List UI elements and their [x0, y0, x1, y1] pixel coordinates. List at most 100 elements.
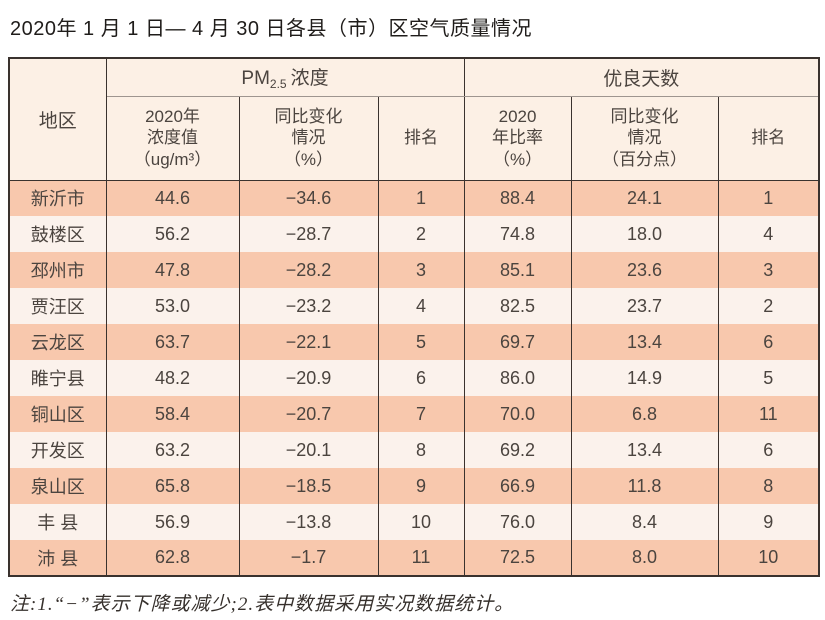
cell-region: 泉山区 — [8, 468, 107, 504]
footnote: 注:1.“−”表示下降或减少;2.表中数据采用实况数据统计。 — [10, 594, 515, 615]
cell-good-rate: 66.9 — [463, 468, 572, 504]
cell-pm-value: 44.6 — [105, 180, 240, 216]
cell-good-rank: 11 — [717, 396, 820, 432]
cell-region: 沛 县 — [8, 540, 107, 576]
cell-region: 开发区 — [8, 432, 107, 468]
cell-pm-value: 53.0 — [105, 288, 240, 324]
cell-pm-value: 63.2 — [105, 432, 240, 468]
header-group-good-days: 优良天数 — [463, 58, 820, 97]
cell-good-rate: 86.0 — [463, 360, 572, 396]
cell-pm-rank: 10 — [377, 504, 465, 540]
subheader-pm-rank: 排名 — [377, 96, 465, 180]
cell-good-rate: 69.7 — [463, 324, 572, 360]
cell-good-change: 13.4 — [570, 432, 719, 468]
cell-good-change: 13.4 — [570, 324, 719, 360]
cell-good-change: 11.8 — [570, 468, 719, 504]
cell-good-rate: 76.0 — [463, 504, 572, 540]
table-row: 邳州市 47.8 −28.2 3 85.1 23.6 3 — [8, 252, 820, 288]
cell-region: 新沂市 — [8, 180, 107, 216]
cell-good-rank: 1 — [717, 180, 820, 216]
cell-region: 铜山区 — [8, 396, 107, 432]
cell-region: 睢宁县 — [8, 360, 107, 396]
cell-good-change: 8.4 — [570, 504, 719, 540]
cell-pm-change: −28.7 — [238, 216, 379, 252]
table-row: 铜山区 58.4 −20.7 7 70.0 6.8 11 — [8, 396, 820, 432]
subheader-good-change: 同比变化 情况 （百分点） — [570, 96, 719, 180]
header-region: 地区 — [8, 58, 107, 180]
cell-region: 邳州市 — [8, 252, 107, 288]
cell-pm-value: 56.2 — [105, 216, 240, 252]
cell-pm-change: −1.7 — [238, 540, 379, 576]
cell-pm-value: 65.8 — [105, 468, 240, 504]
cell-pm-rank: 4 — [377, 288, 465, 324]
cell-good-rate: 74.8 — [463, 216, 572, 252]
cell-pm-rank: 7 — [377, 396, 465, 432]
cell-region: 丰 县 — [8, 504, 107, 540]
cell-pm-rank: 8 — [377, 432, 465, 468]
cell-good-rank: 9 — [717, 504, 820, 540]
cell-pm-change: −34.6 — [238, 180, 379, 216]
table-row: 睢宁县 48.2 −20.9 6 86.0 14.9 5 — [8, 360, 820, 396]
table-row: 新沂市 44.6 −34.6 1 88.4 24.1 1 — [8, 180, 820, 216]
cell-pm-change: −23.2 — [238, 288, 379, 324]
cell-good-rank: 6 — [717, 324, 820, 360]
cell-pm-change: −28.2 — [238, 252, 379, 288]
cell-good-change: 8.0 — [570, 540, 719, 576]
cell-good-rank: 8 — [717, 468, 820, 504]
cell-good-change: 24.1 — [570, 180, 719, 216]
subheader-pm-value: 2020年 浓度值 （ug/m³） — [105, 96, 240, 180]
subheader-good-rate: 2020 年比率 （%） — [463, 96, 572, 180]
air-quality-table: 地区 PM2.5 浓度 优良天数 2020年 浓度值 （ug/m³） 同比变化 情… — [8, 57, 821, 577]
cell-good-change: 6.8 — [570, 396, 719, 432]
cell-region: 贾汪区 — [8, 288, 107, 324]
cell-good-rate: 88.4 — [463, 180, 572, 216]
table-body: 新沂市 44.6 −34.6 1 88.4 24.1 1 鼓楼区 56.2 −2… — [8, 180, 820, 576]
cell-good-rate: 72.5 — [463, 540, 572, 576]
table-row: 开发区 63.2 −20.1 8 69.2 13.4 6 — [8, 432, 820, 468]
cell-good-change: 14.9 — [570, 360, 719, 396]
cell-pm-rank: 6 — [377, 360, 465, 396]
pm25-prefix: PM — [241, 68, 270, 90]
cell-pm-change: −20.7 — [238, 396, 379, 432]
cell-good-rank: 4 — [717, 216, 820, 252]
subheader-pm-change: 同比变化 情况 （%） — [238, 96, 379, 180]
cell-region: 云龙区 — [8, 324, 107, 360]
cell-pm-rank: 2 — [377, 216, 465, 252]
cell-good-change: 18.0 — [570, 216, 719, 252]
cell-good-rate: 70.0 — [463, 396, 572, 432]
cell-good-rate: 82.5 — [463, 288, 572, 324]
cell-pm-rank: 5 — [377, 324, 465, 360]
cell-good-rate: 69.2 — [463, 432, 572, 468]
cell-good-rank: 2 — [717, 288, 820, 324]
cell-good-change: 23.6 — [570, 252, 719, 288]
cell-pm-change: −22.1 — [238, 324, 379, 360]
page-title: 2020年 1 月 1 日— 4 月 30 日各县（市）区空气质量情况 — [10, 18, 533, 40]
cell-pm-change: −20.9 — [238, 360, 379, 396]
table-row: 丰 县 56.9 −13.8 10 76.0 8.4 9 — [8, 504, 820, 540]
table-row: 鼓楼区 56.2 −28.7 2 74.8 18.0 4 — [8, 216, 820, 252]
cell-pm-value: 62.8 — [105, 540, 240, 576]
cell-good-rate: 85.1 — [463, 252, 572, 288]
cell-good-change: 23.7 — [570, 288, 719, 324]
table-row: 沛 县 62.8 −1.7 11 72.5 8.0 10 — [8, 540, 820, 576]
pm25-suffix: 浓度 — [290, 68, 329, 90]
cell-pm-change: −20.1 — [238, 432, 379, 468]
pm25-subscript: 2.5 — [269, 77, 287, 92]
cell-good-rank: 6 — [717, 432, 820, 468]
table-row: 云龙区 63.7 −22.1 5 69.7 13.4 6 — [8, 324, 820, 360]
cell-pm-value: 48.2 — [105, 360, 240, 396]
cell-pm-rank: 9 — [377, 468, 465, 504]
table-row: 泉山区 65.8 −18.5 9 66.9 11.8 8 — [8, 468, 820, 504]
cell-pm-rank: 1 — [377, 180, 465, 216]
cell-pm-value: 58.4 — [105, 396, 240, 432]
cell-pm-rank: 11 — [377, 540, 465, 576]
header-group-pm25: PM2.5 浓度 — [105, 58, 465, 97]
cell-pm-change: −18.5 — [238, 468, 379, 504]
cell-good-rank: 5 — [717, 360, 820, 396]
cell-good-rank: 3 — [717, 252, 820, 288]
table-row: 贾汪区 53.0 −23.2 4 82.5 23.7 2 — [8, 288, 820, 324]
cell-region: 鼓楼区 — [8, 216, 107, 252]
cell-pm-rank: 3 — [377, 252, 465, 288]
cell-pm-value: 47.8 — [105, 252, 240, 288]
